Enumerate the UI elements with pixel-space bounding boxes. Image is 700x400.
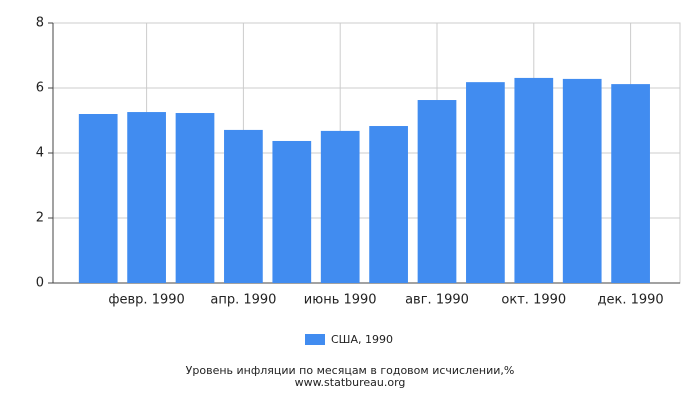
y-tick-label: 8 — [36, 16, 44, 31]
bar — [417, 100, 457, 284]
bar — [562, 78, 602, 284]
bar — [466, 82, 505, 284]
bar — [514, 77, 554, 283]
x-tick-label: апр. 1990 — [210, 293, 276, 308]
legend-swatch — [305, 334, 325, 345]
y-tick-label: 2 — [36, 211, 44, 226]
bar — [224, 129, 263, 283]
x-tick-label: февр. 1990 — [108, 293, 184, 308]
y-tick-label: 6 — [36, 81, 44, 96]
bar — [369, 126, 408, 284]
chart-subtitle: www.statbureau.org — [295, 376, 406, 389]
x-tick-label: дек. 1990 — [598, 293, 664, 308]
y-tick-label: 0 — [36, 276, 44, 291]
chart-title: Уровень инфляции по месяцам в годовом ис… — [186, 364, 515, 377]
y-tick-label: 4 — [36, 146, 44, 161]
x-tick-label: июнь 1990 — [304, 293, 377, 308]
bar — [611, 84, 650, 283]
bar — [78, 114, 118, 283]
x-tick-label: окт. 1990 — [501, 293, 566, 308]
bar — [272, 140, 312, 283]
legend-label: США, 1990 — [331, 333, 393, 346]
x-tick-label: авг. 1990 — [405, 293, 469, 308]
bar — [175, 113, 215, 284]
bar — [320, 130, 360, 283]
bar — [127, 112, 166, 283]
